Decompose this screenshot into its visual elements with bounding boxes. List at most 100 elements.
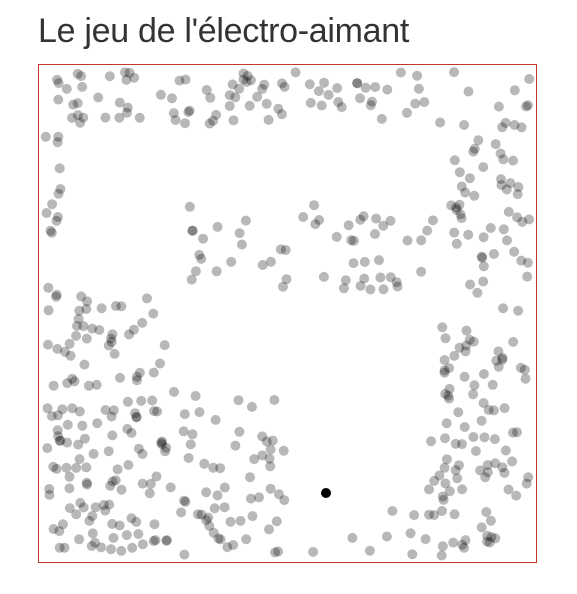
particle — [310, 219, 321, 230]
particle — [451, 238, 462, 249]
particle — [451, 202, 462, 213]
particle — [437, 491, 448, 502]
electromagnet-marker[interactable] — [321, 488, 331, 498]
particle — [114, 97, 125, 108]
particle — [137, 317, 148, 328]
particle — [69, 376, 80, 387]
particle — [201, 515, 212, 526]
particle — [240, 215, 251, 226]
particle — [124, 329, 135, 340]
particle — [378, 220, 389, 231]
particle — [460, 187, 471, 198]
particle — [51, 291, 62, 302]
particle — [429, 475, 440, 486]
particle — [461, 325, 472, 336]
particle — [234, 83, 245, 94]
particle — [127, 542, 138, 553]
particle — [508, 427, 518, 438]
particle — [374, 255, 384, 266]
particle — [443, 390, 454, 401]
particle — [40, 131, 51, 142]
particle — [424, 509, 434, 520]
particle — [53, 78, 64, 89]
particle — [43, 305, 54, 316]
particle — [76, 71, 87, 82]
particle — [54, 526, 65, 537]
particle — [90, 537, 100, 548]
particle — [145, 478, 156, 489]
particle — [481, 507, 492, 517]
particle — [437, 506, 447, 516]
particle — [264, 524, 274, 535]
particle — [78, 502, 89, 513]
particle — [488, 249, 499, 259]
particle — [275, 244, 286, 255]
particle — [501, 184, 512, 195]
particle — [497, 462, 508, 473]
particle — [490, 458, 501, 469]
particle — [45, 225, 56, 236]
particle — [79, 433, 90, 444]
particle — [478, 162, 489, 173]
particle — [55, 184, 66, 194]
particle — [465, 279, 476, 290]
particle — [219, 502, 230, 513]
particle — [439, 365, 450, 376]
particle — [133, 529, 144, 539]
particle — [449, 350, 460, 361]
particle — [71, 462, 82, 473]
particle — [378, 284, 389, 295]
particle — [124, 67, 135, 78]
particle — [96, 303, 107, 314]
particle — [298, 212, 309, 222]
game-board[interactable] — [38, 64, 537, 563]
particle — [439, 367, 450, 378]
particle — [43, 339, 53, 350]
particle — [278, 445, 289, 456]
particle — [46, 227, 57, 238]
particle — [77, 420, 88, 431]
particle — [437, 541, 448, 552]
particle — [48, 380, 59, 391]
particle — [509, 120, 520, 130]
particle — [81, 333, 92, 344]
particle — [464, 173, 475, 184]
particle — [495, 148, 506, 159]
particle — [88, 448, 99, 459]
particle — [79, 359, 90, 370]
particle — [385, 272, 396, 283]
particle — [516, 122, 527, 133]
particle — [512, 212, 523, 223]
particle — [184, 201, 195, 212]
particle — [427, 215, 438, 226]
particle — [440, 388, 451, 399]
game-title: Le jeu de l'électro-aimant — [38, 12, 410, 50]
particle — [440, 333, 451, 344]
particle — [358, 211, 369, 222]
particle — [68, 99, 79, 110]
particle — [44, 484, 55, 494]
particle — [187, 429, 198, 440]
particle — [107, 518, 118, 529]
particle — [230, 440, 241, 451]
particle — [161, 535, 172, 546]
particle — [210, 414, 221, 425]
particle — [116, 484, 127, 495]
particle — [498, 154, 509, 165]
particle — [208, 115, 219, 126]
particle — [468, 146, 479, 157]
particle — [106, 336, 117, 347]
particle — [62, 378, 73, 389]
particle — [178, 426, 189, 437]
particle — [486, 532, 497, 543]
particle — [245, 472, 255, 483]
particle — [116, 545, 127, 556]
particle — [355, 280, 366, 291]
particle — [100, 505, 111, 516]
particle — [477, 252, 488, 263]
particle — [53, 188, 64, 199]
particle — [64, 471, 75, 482]
particle — [183, 107, 194, 117]
particle — [74, 406, 85, 417]
particle — [346, 235, 357, 246]
